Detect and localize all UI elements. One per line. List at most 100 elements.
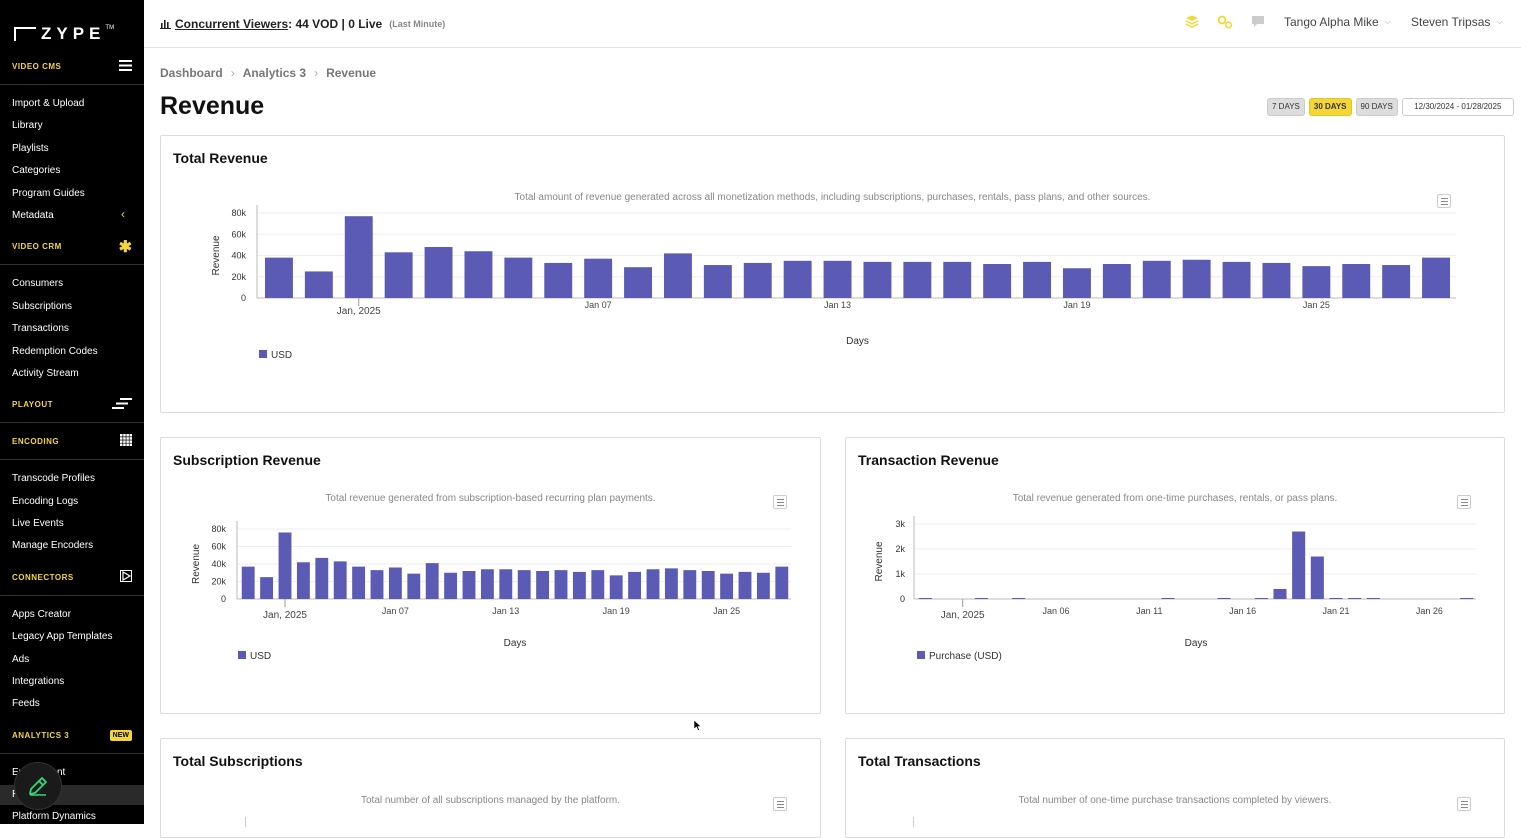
bar xyxy=(344,216,373,298)
x-tick-label: Jan 11 xyxy=(1136,606,1162,616)
range-7-days-button[interactable]: 7 DAYS xyxy=(1267,98,1305,116)
section-video-crm[interactable]: VIDEO CRM ✱ xyxy=(0,229,144,265)
chart-menu-icon[interactable] xyxy=(1437,194,1451,208)
section-encoding[interactable]: ENCODING xyxy=(0,424,144,460)
x-tick-label: Jan 13 xyxy=(824,300,851,310)
bar xyxy=(974,598,988,599)
card-description: Total revenue generated from subscriptio… xyxy=(325,493,656,504)
y-tick-label: 20k xyxy=(211,577,226,587)
breadcrumb: Dashboard › Analytics 3 › Revenue xyxy=(160,66,376,80)
card-title: Subscription Revenue xyxy=(173,452,321,468)
y-axis-title: Revenue xyxy=(211,235,222,275)
y-tick-label: 60k xyxy=(211,542,226,552)
sidebar-item-platform-dynamics[interactable]: Platform Dynamics xyxy=(12,811,96,822)
bar xyxy=(1182,259,1211,298)
sidebar-item-integrations[interactable]: Integrations xyxy=(12,676,65,687)
chart-menu-icon[interactable] xyxy=(773,797,787,811)
pencil-icon xyxy=(29,777,47,796)
bar xyxy=(1012,598,1026,599)
bar xyxy=(775,566,789,599)
section-connectors[interactable]: CONNECTORS xyxy=(0,560,144,596)
y-axis-title: Revenue xyxy=(191,544,202,584)
chevron-right-icon: › xyxy=(314,66,319,80)
edit-fab-button[interactable] xyxy=(14,762,62,810)
section-label: CONNECTORS xyxy=(12,573,74,582)
y-tick-label: 3k xyxy=(895,519,905,529)
chevron-left-icon[interactable]: ‹ xyxy=(121,207,125,221)
card-title: Total Revenue xyxy=(173,150,268,166)
bar xyxy=(264,257,293,298)
bar xyxy=(1422,257,1451,298)
chat-icon[interactable] xyxy=(1251,15,1265,32)
user-menu[interactable]: Steven Tripsas ⌵ xyxy=(1411,15,1502,29)
section-playout[interactable]: PLAYOUT xyxy=(0,387,144,423)
legend-swatch xyxy=(259,350,267,358)
chart-menu-icon[interactable] xyxy=(1457,495,1471,509)
y-tick-label: 60k xyxy=(231,229,246,239)
hamburger-icon[interactable] xyxy=(119,59,132,74)
bar xyxy=(1273,589,1287,599)
section-video-cms[interactable]: VIDEO CMS xyxy=(0,49,144,85)
sidebar-item-apps-creator[interactable]: Apps Creator xyxy=(12,609,71,620)
sidebar-item-live-events[interactable]: Live Events xyxy=(12,518,64,529)
section-analytics-3[interactable]: ANALYTICS 3 NEW xyxy=(0,718,144,754)
chart-menu-icon[interactable] xyxy=(773,495,787,509)
y-tick-label: 2k xyxy=(895,544,905,554)
card-title: Total Transactions xyxy=(858,753,981,769)
x-tick-label: Jan 26 xyxy=(1416,606,1443,616)
sidebar-item-ads[interactable]: Ads xyxy=(12,654,30,665)
sidebar-item-encoding-logs[interactable]: Encoding Logs xyxy=(12,496,79,507)
section-label: VIDEO CMS xyxy=(12,62,62,71)
x-tick-label: Jan 25 xyxy=(1303,300,1330,310)
range-90-days-button[interactable]: 90 DAYS xyxy=(1355,98,1398,116)
bar xyxy=(1262,262,1291,298)
bar xyxy=(1366,598,1380,599)
sidebar: ZYPE TM VIDEO CMS Import & Upload Librar… xyxy=(0,0,144,824)
account-switcher[interactable]: Tango Alpha Mike ⌵ xyxy=(1284,15,1391,29)
x-tick-label: Jan, 2025 xyxy=(337,306,381,317)
bar xyxy=(1062,268,1091,298)
playout-icon xyxy=(112,397,132,412)
x-tick-label: Jan, 2025 xyxy=(941,610,985,621)
sidebar-item-manage-encoders[interactable]: Manage Encoders xyxy=(12,540,94,551)
bar xyxy=(1292,531,1306,599)
sidebar-item-program-guides[interactable]: Program Guides xyxy=(12,188,85,199)
sidebar-item-redemption-codes[interactable]: Redemption Codes xyxy=(12,346,98,357)
chart-menu-icon[interactable] xyxy=(1457,797,1471,811)
sidebar-item-legacy-app-templates[interactable]: Legacy App Templates xyxy=(12,631,113,642)
x-tick-label: Jan 07 xyxy=(585,300,612,310)
breadcrumb-analytics-3[interactable]: Analytics 3 xyxy=(242,66,307,80)
breadcrumb-dashboard[interactable]: Dashboard xyxy=(160,66,223,80)
y-tick-label: 40k xyxy=(211,559,226,569)
sidebar-item-categories[interactable]: Categories xyxy=(12,165,61,176)
zype-logo[interactable]: ZYPE TM xyxy=(14,24,114,44)
card-description: Total number of all subscriptions manage… xyxy=(360,795,621,806)
sidebar-item-feeds[interactable]: Feeds xyxy=(12,698,40,709)
sidebar-item-import-upload[interactable]: Import & Upload xyxy=(12,98,85,109)
asterisk-icon: ✱ xyxy=(118,238,132,256)
sidebar-item-transcode-profiles[interactable]: Transcode Profiles xyxy=(12,473,95,484)
chevron-down-icon: ⌵ xyxy=(1384,17,1391,26)
mouse-cursor-icon xyxy=(694,720,702,731)
sidebar-item-consumers[interactable]: Consumers xyxy=(12,278,64,289)
bar xyxy=(544,262,573,298)
sidebar-item-library[interactable]: Library xyxy=(12,120,43,131)
bar xyxy=(462,571,476,599)
sidebar-item-metadata[interactable]: Metadata xyxy=(12,210,54,221)
sidebar-item-activity-stream[interactable]: Activity Stream xyxy=(12,368,79,379)
concurrent-viewers-link[interactable]: Concurrent Viewers xyxy=(175,17,289,31)
section-label: PLAYOUT xyxy=(12,400,53,409)
range-30-days-button[interactable]: 30 DAYS xyxy=(1308,98,1352,116)
sidebar-item-engagement-end[interactable]: nt xyxy=(57,767,66,778)
total-subscriptions-card: Total Subscriptions Total number of all … xyxy=(160,738,821,838)
x-tick-label: Jan 19 xyxy=(1063,300,1090,310)
sidebar-item-transactions[interactable]: Transactions xyxy=(12,323,69,334)
bar xyxy=(304,271,333,298)
sidebar-item-playlists[interactable]: Playlists xyxy=(12,143,49,154)
transaction-revenue-chart: 0 1k 2k 3k Jan, 2025 Jan 06 Jan 11 Jan 16 Jan 21… xyxy=(874,516,1476,662)
section-label: ANALYTICS 3 xyxy=(12,731,70,740)
sidebar-item-subscriptions[interactable]: Subscriptions xyxy=(12,301,73,312)
stack-icon[interactable] xyxy=(1185,15,1199,32)
gears-icon[interactable] xyxy=(1217,15,1233,32)
date-range-picker[interactable]: 12/30/2024 - 01/28/2025 xyxy=(1401,98,1514,116)
